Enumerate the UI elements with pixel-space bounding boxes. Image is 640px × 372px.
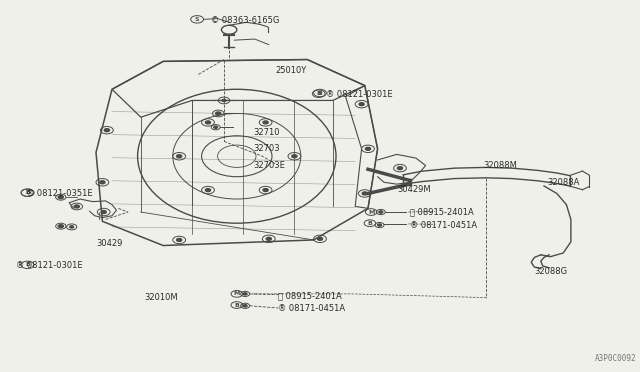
Circle shape (292, 155, 297, 158)
Circle shape (70, 226, 74, 228)
Circle shape (243, 293, 247, 295)
Circle shape (222, 99, 226, 102)
Text: 25010Y: 25010Y (275, 66, 307, 75)
Text: B: B (234, 302, 239, 308)
Text: B: B (367, 221, 372, 226)
Circle shape (266, 237, 271, 240)
Circle shape (100, 181, 105, 184)
Text: B: B (25, 190, 30, 195)
Circle shape (379, 211, 383, 213)
Circle shape (214, 126, 218, 128)
Circle shape (74, 205, 79, 208)
Text: ® 08171-0451A: ® 08171-0451A (410, 221, 477, 230)
Circle shape (177, 155, 182, 158)
Text: ® 08121-0301E: ® 08121-0301E (16, 262, 83, 270)
Text: M: M (234, 291, 240, 296)
Text: B: B (317, 90, 323, 96)
Text: 32703: 32703 (253, 144, 280, 153)
Text: B: B (25, 190, 30, 195)
Circle shape (205, 121, 211, 124)
Circle shape (378, 224, 381, 226)
Circle shape (58, 225, 63, 228)
Circle shape (397, 167, 403, 170)
Text: ® 08121-0351E: ® 08121-0351E (26, 189, 92, 198)
Text: © 08363-6165G: © 08363-6165G (211, 16, 280, 25)
Text: 32710: 32710 (253, 128, 279, 137)
Circle shape (317, 237, 323, 240)
Text: ⓜ 08915-2401A: ⓜ 08915-2401A (410, 208, 474, 217)
Text: ® 08171-0451A: ® 08171-0451A (278, 304, 346, 313)
Text: 30429M: 30429M (397, 185, 431, 194)
Text: B: B (25, 262, 30, 267)
Text: 32088G: 32088G (534, 267, 568, 276)
Text: 32703E: 32703E (253, 161, 285, 170)
Circle shape (359, 103, 364, 106)
Circle shape (362, 192, 367, 195)
Text: S: S (195, 17, 200, 22)
Circle shape (58, 196, 63, 199)
Circle shape (216, 112, 221, 115)
Text: 32088M: 32088M (483, 161, 517, 170)
Text: ⓜ 08915-2401A: ⓜ 08915-2401A (278, 291, 342, 300)
Circle shape (365, 147, 371, 150)
Circle shape (243, 305, 247, 307)
Circle shape (101, 211, 106, 214)
Circle shape (263, 121, 268, 124)
Text: ® 08121-0301E: ® 08121-0301E (326, 90, 393, 99)
Text: M: M (368, 209, 374, 215)
Text: 30429: 30429 (96, 239, 122, 248)
Circle shape (104, 129, 109, 132)
Text: A3P0C0092: A3P0C0092 (595, 354, 637, 363)
Circle shape (177, 238, 182, 241)
Circle shape (263, 189, 268, 192)
Text: 32088A: 32088A (547, 178, 580, 187)
Text: 32010M: 32010M (144, 293, 178, 302)
Text: B: B (316, 91, 321, 96)
Circle shape (205, 189, 211, 192)
